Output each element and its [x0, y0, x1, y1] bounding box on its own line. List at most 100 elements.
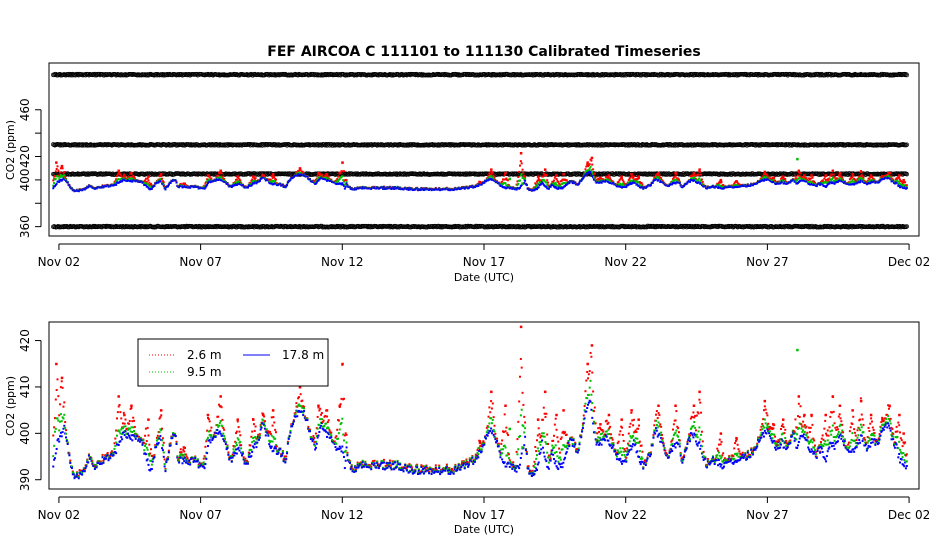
- top-standard-point: [430, 223, 435, 229]
- top-panel: Nov 02 Nov 07 Nov 12 Nov 17 Nov 22 Nov 27 Dec …: [4, 62, 930, 284]
- top-standard-point: [102, 223, 108, 229]
- top-standard-point: [137, 223, 143, 229]
- top-standard-point: [341, 224, 347, 230]
- top-standard-point: [481, 224, 486, 229]
- top-standard-point: [452, 224, 457, 230]
- top-point-2-6m: [327, 175, 330, 178]
- top-standard-point: [334, 224, 339, 229]
- top-point-17-8m: [150, 187, 153, 190]
- top-standard-point: [677, 224, 683, 229]
- top-standard-point: [702, 224, 707, 230]
- top-standard-point: [858, 224, 864, 229]
- top-standard-point: [557, 224, 563, 230]
- top-standard-point: [376, 224, 382, 230]
- top-point-17-8m: [52, 187, 55, 190]
- top-standard-point: [626, 224, 632, 229]
- top-standard-point: [141, 224, 147, 230]
- top-point-2-6m: [273, 176, 276, 179]
- top-standard-point: [329, 223, 334, 229]
- top-standard-point: [493, 224, 499, 229]
- top-standard-point: [827, 224, 832, 229]
- top-standard-point: [622, 224, 627, 230]
- top-standard-point: [652, 224, 657, 230]
- top-standard-point: [204, 224, 209, 229]
- top-plot-marks: [51, 71, 910, 230]
- top-standard-point: [842, 224, 848, 230]
- top-standard-point: [198, 224, 204, 229]
- top-point-17-8m: [153, 184, 156, 187]
- top-point-17-8m: [169, 181, 172, 184]
- top-standard-point: [436, 224, 442, 230]
- top-standard-point: [510, 224, 515, 230]
- top-point-2-6m: [128, 175, 131, 178]
- top-point-17-8m: [206, 183, 209, 186]
- top-standard-point: [505, 224, 511, 230]
- top-standard-point: [475, 223, 480, 229]
- top-point-2-6m: [271, 176, 274, 179]
- top-point-17-8m: [164, 188, 167, 191]
- top-standard-point: [123, 224, 128, 230]
- top-standard-point: [484, 224, 490, 229]
- top-standard-point: [436, 223, 441, 229]
- top-point-2-6m: [206, 178, 209, 181]
- top-standard-point: [92, 223, 98, 229]
- top-standard-point: [878, 224, 883, 229]
- top-standard-point: [252, 224, 257, 230]
- top-standard-point: [496, 224, 501, 229]
- top-standard-point: [246, 224, 252, 229]
- top-standard-point: [206, 224, 212, 230]
- top-point-9-5m: [59, 175, 62, 178]
- top-standard-point: [228, 224, 234, 229]
- top-point-2-6m: [161, 177, 164, 180]
- top-standard-point: [238, 224, 244, 230]
- top-standard-point: [608, 224, 614, 230]
- top-standard-point: [90, 223, 96, 229]
- top-standard-point: [283, 224, 289, 229]
- top-point-2-6m: [254, 177, 257, 180]
- top-standard-point: [144, 224, 150, 229]
- top-point-2-6m: [120, 175, 123, 178]
- top-point-17-8m: [258, 179, 261, 182]
- top-standard-point: [351, 224, 357, 229]
- top-standard-point: [315, 223, 320, 229]
- top-standard-point: [329, 224, 335, 230]
- top-standard-point: [277, 224, 283, 229]
- top-standard-point: [610, 224, 615, 230]
- top-standard-point: [163, 224, 168, 230]
- top-point-2-6m: [148, 181, 151, 184]
- top-standard-point: [805, 223, 811, 229]
- top-standard-point: [96, 172, 101, 177]
- top-standard-point: [463, 223, 468, 229]
- top-standard-point: [876, 224, 882, 229]
- top-standard-point: [113, 224, 118, 230]
- top-standard-point: [379, 224, 384, 229]
- top-standard-point: [97, 171, 103, 177]
- top-standard-point: [98, 224, 104, 229]
- top-standard-point: [90, 171, 95, 177]
- top-standard-point: [450, 224, 456, 230]
- top-point-2-6m: [144, 179, 147, 182]
- top-point-2-6m: [57, 169, 60, 172]
- top-standard-point: [680, 223, 685, 229]
- top-point-17-8m: [55, 182, 58, 185]
- top-point-2-6m: [297, 169, 300, 172]
- top-point-2-6m: [54, 170, 57, 173]
- top-standard-point: [194, 224, 200, 229]
- top-point-17-8m: [115, 183, 118, 186]
- top-standard-point: [453, 223, 458, 229]
- top-standard-point: [714, 224, 720, 229]
- top-point-9-5m: [63, 174, 66, 177]
- top-standard-point: [555, 224, 561, 230]
- top-standard-point: [473, 223, 479, 229]
- top-point-2-6m: [53, 175, 56, 178]
- top-standard-point: [499, 224, 504, 229]
- top-standard-point: [859, 224, 865, 230]
- top-standard-point: [885, 224, 891, 229]
- top-standard-point: [621, 223, 626, 229]
- top-point-2-6m: [118, 171, 121, 174]
- top-standard-point: [119, 224, 124, 229]
- top-point-2-6m: [55, 167, 58, 170]
- top-standard-point: [84, 171, 89, 177]
- top-standard-point: [437, 224, 443, 229]
